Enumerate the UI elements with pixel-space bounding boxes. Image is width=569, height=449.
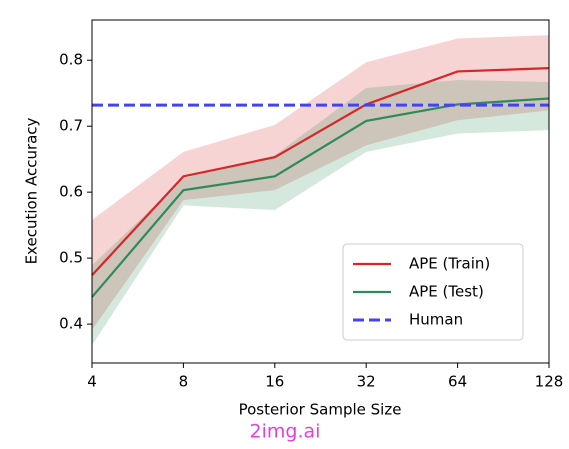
x-tick-label: 8 [179, 373, 189, 391]
y-tick-label: 0.5 [59, 249, 83, 267]
plot-frame [91, 19, 550, 364]
legend-box [342, 243, 524, 341]
y-tick-label: 0.6 [59, 183, 83, 201]
x-axis-label: Posterior Sample Size [239, 401, 402, 419]
y-axis-label: Execution Accuracy [23, 117, 41, 264]
legend-label: APE (Test) [409, 283, 484, 301]
y-tick-label: 0.4 [59, 315, 83, 333]
confidence-band [92, 80, 549, 346]
x-tick-label: 4 [87, 373, 97, 391]
y-tick-label: 0.7 [59, 117, 83, 135]
y-tick-label: 0.8 [59, 51, 83, 69]
legend-label: Human [409, 311, 463, 329]
x-tick-label: 64 [448, 373, 467, 391]
line [91, 97, 550, 298]
legend-label: APE (Train) [409, 255, 490, 273]
line [91, 67, 550, 277]
x-tick-label: 128 [535, 373, 564, 391]
x-tick-label: 32 [357, 373, 376, 391]
watermark: 2img.ai [250, 421, 321, 443]
x-tick-label: 16 [265, 373, 284, 391]
